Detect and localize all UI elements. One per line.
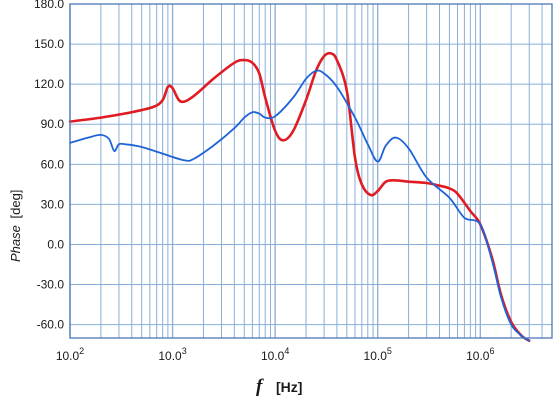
y-tick-label: -30.0: [37, 278, 65, 292]
y-tick-label: 180.0: [34, 0, 64, 11]
x-tick-label: 10.03: [158, 346, 186, 363]
y-tick-label: 0.0: [47, 237, 64, 251]
y-axis-title: Phase [deg]: [8, 190, 23, 262]
blue-series-line: [69, 69, 531, 342]
grid: [69, 3, 553, 338]
y-tick-label: 120.0: [34, 77, 64, 91]
y-tick-label: 90.0: [41, 117, 65, 131]
y-tick-label: 150.0: [34, 37, 64, 51]
x-tick-labels: 10.02 10.03 10.04 10.05 10.06: [56, 346, 495, 363]
data-series: [68, 51, 531, 342]
x-tick-label: 10.02: [56, 346, 84, 363]
x-axis-unit: [Hz]: [276, 379, 302, 395]
y-axis-unit: [deg]: [8, 190, 23, 219]
y-tick-label: 60.0: [41, 157, 65, 171]
x-tick-label: 10.05: [364, 346, 392, 363]
x-axis-title: f [Hz]: [256, 376, 302, 397]
y-tick-labels: -60.0 -30.0 0.0 30.0 60.0 90.0 120.0 150.0 180.0: [34, 0, 64, 332]
x-tick-label: 10.04: [261, 346, 289, 363]
y-tick-label: -60.0: [37, 318, 65, 332]
x-tick-label: 10.06: [466, 346, 494, 363]
y-axis-symbol: Phase: [8, 225, 23, 262]
red-series-line: [68, 51, 531, 342]
x-axis-symbol: f: [256, 376, 264, 397]
y-tick-label: 30.0: [41, 197, 65, 211]
plot-frame: [69, 3, 553, 339]
